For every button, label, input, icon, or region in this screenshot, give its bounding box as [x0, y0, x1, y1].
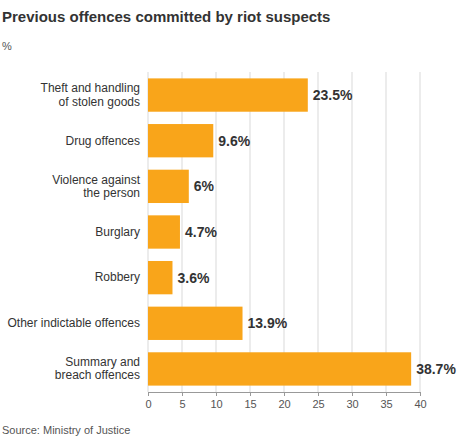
- bar: [148, 352, 411, 385]
- category-label: Violence againstthe person: [52, 173, 141, 200]
- source: Source: Ministry of Justice: [2, 424, 130, 436]
- tick-label: 0: [145, 398, 151, 410]
- category-label: Robbery: [95, 270, 140, 284]
- bar: [148, 124, 213, 157]
- category-label: Summary andbreach offences: [55, 355, 140, 382]
- grid: [148, 72, 420, 392]
- tick: 30: [346, 392, 358, 410]
- grid-line: [318, 72, 319, 392]
- tick-mark: [386, 392, 387, 396]
- bar: [148, 215, 180, 248]
- bars: [148, 78, 411, 385]
- category-label: Other indictable offences: [7, 316, 140, 330]
- grid-line: [284, 72, 285, 392]
- grid-line: [250, 72, 251, 392]
- bar: [148, 170, 189, 203]
- tick: 25: [312, 392, 324, 410]
- tick: Violence againstthe person: [52, 173, 148, 200]
- tick-mark: [284, 392, 285, 396]
- category-label: Burglary: [95, 225, 140, 239]
- tick: Drug offences: [66, 134, 149, 148]
- grid-line: [420, 72, 421, 392]
- label-line: of stolen goods: [59, 94, 140, 108]
- x-axis: 0 5 10 15 20 25 30 35 40: [145, 392, 426, 410]
- chart: Previous offences committed by riot susp…: [0, 0, 464, 444]
- data-label: 4.7%: [185, 224, 217, 240]
- label-line: Theft and handling: [41, 81, 140, 95]
- tick-label: 25: [312, 398, 324, 410]
- tick: Burglary: [95, 225, 148, 239]
- grid-line: [352, 72, 353, 392]
- subtitle: %: [2, 40, 12, 52]
- tick-mark: [182, 392, 183, 396]
- tick-mark: [318, 392, 319, 396]
- label-line: Violence against: [52, 173, 141, 187]
- tick: Other indictable offences: [7, 316, 148, 330]
- tick-mark: [148, 392, 149, 396]
- axis-line: [149, 393, 421, 397]
- data-label: 38.7%: [416, 361, 456, 377]
- label-line: the person: [83, 186, 140, 200]
- tick-label: 20: [278, 398, 290, 410]
- label-line: Summary and: [65, 355, 140, 369]
- category-label: Drug offences: [66, 134, 141, 148]
- tick-label: 15: [244, 398, 256, 410]
- tick: Summary andbreach offences: [55, 355, 148, 382]
- grid-line: [182, 72, 183, 392]
- label-line: breach offences: [55, 368, 140, 382]
- data-label: 9.6%: [218, 133, 250, 149]
- tick-label: 35: [380, 398, 392, 410]
- data-label: 13.9%: [248, 315, 288, 331]
- tick: 0: [145, 392, 151, 410]
- y-axis: Theft and handlingof stolen goods Drug of…: [7, 81, 148, 382]
- tick-mark: [420, 392, 421, 396]
- tick-mark: [216, 392, 217, 396]
- tick-label: 30: [346, 398, 358, 410]
- bar: [148, 78, 308, 111]
- tick: 15: [244, 392, 256, 410]
- category-label: Theft and handlingof stolen goods: [41, 81, 140, 108]
- plot: 0 5 10 15 20 25 30 35 40 Theft and handlingof sto…: [7, 72, 456, 410]
- bar: [148, 307, 243, 340]
- grid-line: [386, 72, 387, 392]
- tick: 20: [278, 392, 290, 410]
- tick: 10: [210, 392, 222, 410]
- data-label: 3.6%: [177, 270, 209, 286]
- tick: 40: [414, 392, 426, 410]
- tick: Robbery: [95, 270, 148, 284]
- data-labels: 23.5% 9.6% 6% 4.7% 3.6% 13.9% 38.7%: [177, 87, 456, 377]
- tick-label: 40: [414, 398, 426, 410]
- tick: 5: [179, 392, 185, 410]
- tick: Theft and handlingof stolen goods: [41, 81, 148, 108]
- title: Previous offences committed by riot susp…: [2, 8, 330, 25]
- data-label: 6%: [194, 178, 215, 194]
- tick-label: 5: [179, 398, 185, 410]
- tick-mark: [250, 392, 251, 396]
- bar: [148, 261, 172, 294]
- tick-label: 10: [210, 398, 222, 410]
- data-label: 23.5%: [313, 87, 353, 103]
- tick-mark: [352, 392, 353, 396]
- tick: 35: [380, 392, 392, 410]
